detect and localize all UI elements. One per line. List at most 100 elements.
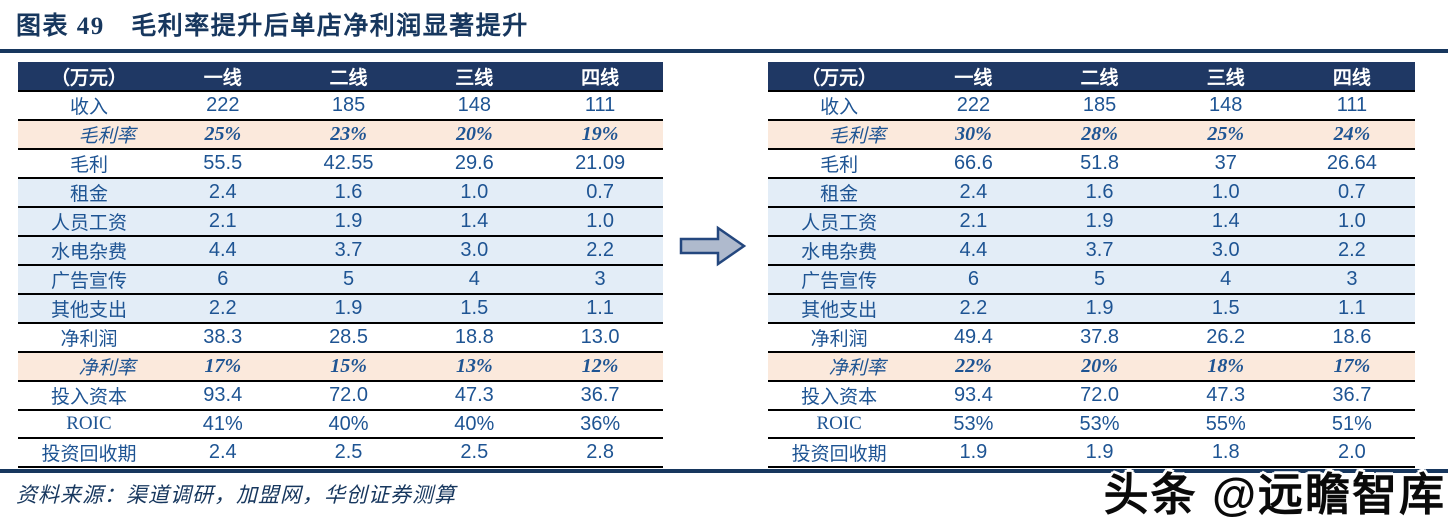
figure-title: 图表 49 毛利率提升后单店净利润显著提升 <box>16 13 529 40</box>
cell-value: 1.1 <box>1288 294 1415 324</box>
cell-value: 1.0 <box>1288 207 1415 237</box>
cell-value: 47.3 <box>411 381 538 411</box>
row-label: 投入资本 <box>768 381 911 411</box>
table-row: 毛利 66.6 51.8 37 26.64 <box>768 149 1415 179</box>
cell-value: 1.0 <box>1162 178 1289 208</box>
cell-value: 49.4 <box>910 323 1037 353</box>
cell-value: 17% <box>159 352 286 382</box>
cell-value: 25% <box>1162 120 1289 150</box>
cell-value: 36.7 <box>1288 381 1415 411</box>
header-row: （万元） 一线 二线 三线 四线 <box>768 62 1415 92</box>
table-row: 租金 2.4 1.6 1.0 0.7 <box>768 178 1415 208</box>
cell-value: 40% <box>411 410 538 440</box>
table-row: 其他支出 2.2 1.9 1.5 1.1 <box>18 294 663 324</box>
cell-value: 3 <box>537 265 663 295</box>
table-row: ROIC 53% 53% 55% 51% <box>768 410 1415 440</box>
cell-value: 29.6 <box>411 149 538 179</box>
row-label: 投资回收期 <box>768 438 911 469</box>
row-label: 净利润 <box>18 323 160 353</box>
table-row: 其他支出 2.2 1.9 1.5 1.1 <box>768 294 1415 324</box>
cell-value: 3 <box>1288 265 1415 295</box>
row-label: 毛利 <box>18 149 160 179</box>
cell-value: 24% <box>1288 120 1415 150</box>
cell-value: 185 <box>285 91 412 121</box>
cell-value: 185 <box>1036 91 1163 121</box>
cell-value: 1.0 <box>537 207 663 237</box>
row-label: 净利率 <box>768 352 911 382</box>
table-row: 广告宣传 6 5 4 3 <box>768 265 1415 295</box>
cell-value: 1.6 <box>285 178 412 208</box>
cell-value: 47.3 <box>1162 381 1289 411</box>
cell-value: 19% <box>537 120 663 150</box>
table-row: 租金 2.4 1.6 1.0 0.7 <box>18 178 663 208</box>
watermark-text: 头条 @远瞻智库 <box>1103 469 1446 520</box>
cell-value: 2.2 <box>537 236 663 266</box>
cell-value: 37.8 <box>1036 323 1163 353</box>
cell-value: 2.2 <box>1288 236 1415 266</box>
cell-value: 1.5 <box>411 294 538 324</box>
table-row: 水电杂费 4.4 3.7 3.0 2.2 <box>768 236 1415 266</box>
table-after-margin-increase: （万元） 一线 二线 三线 四线 收入 222 185 148 111 毛利率 30% 28% 25% 24… <box>768 62 1415 469</box>
cell-value: 25% <box>159 120 286 150</box>
cell-value: 2.8 <box>537 438 663 469</box>
cell-value: 20% <box>1036 352 1163 382</box>
cell-value: 222 <box>910 91 1037 121</box>
cell-value: 6 <box>910 265 1037 295</box>
column-header-cell: 四线 <box>1288 62 1415 92</box>
row-label: 收入 <box>768 91 911 121</box>
cell-value: 18.6 <box>1288 323 1415 353</box>
cell-value: 6 <box>159 265 286 295</box>
column-header-cell: 二线 <box>1036 62 1163 92</box>
cell-value: 28.5 <box>285 323 412 353</box>
cell-value: 42.55 <box>285 149 412 179</box>
row-label: 投入资本 <box>18 381 160 411</box>
cell-value: 55.5 <box>159 149 286 179</box>
row-label: 其他支出 <box>768 294 911 324</box>
cell-value: 148 <box>411 91 538 121</box>
cell-value: 2.5 <box>411 438 538 469</box>
cell-value: 41% <box>159 410 286 440</box>
cell-value: 2.0 <box>1288 438 1415 469</box>
cell-value: 1.6 <box>1036 178 1163 208</box>
cell-value: 15% <box>285 352 412 382</box>
cell-value: 37 <box>1162 149 1289 179</box>
table-row: 人员工资 2.1 1.9 1.4 1.0 <box>18 207 663 237</box>
cell-value: 1.0 <box>411 178 538 208</box>
table-row: 投入资本 93.4 72.0 47.3 36.7 <box>18 381 663 411</box>
cell-value: 111 <box>537 91 663 121</box>
table-row: ROIC 41% 40% 40% 36% <box>18 410 663 440</box>
table-row: 净利率 17% 15% 13% 12% <box>18 352 663 382</box>
cell-value: 18% <box>1162 352 1289 382</box>
cell-value: 23% <box>285 120 412 150</box>
row-label: 其他支出 <box>18 294 160 324</box>
row-label: 水电杂费 <box>768 236 911 266</box>
table-row: 投资回收期 1.9 1.9 1.8 2.0 <box>768 438 1415 469</box>
cell-value: 20% <box>411 120 538 150</box>
row-label: ROIC <box>18 410 160 440</box>
cell-value: 36.7 <box>537 381 663 411</box>
cell-value: 1.9 <box>1036 207 1163 237</box>
data-table: （万元） 一线 二线 三线 四线 收入 222 185 148 111 毛利率 25% 23% 20% 19… <box>18 62 663 469</box>
column-header-cell: 一线 <box>910 62 1037 92</box>
cell-value: 3.7 <box>285 236 412 266</box>
cell-value: 28% <box>1036 120 1163 150</box>
row-label: 毛利 <box>768 149 911 179</box>
table-row: 广告宣传 6 5 4 3 <box>18 265 663 295</box>
cell-value: 72.0 <box>1036 381 1163 411</box>
column-header-cell: 三线 <box>1162 62 1289 92</box>
cell-value: 1.4 <box>411 207 538 237</box>
cell-value: 2.4 <box>159 438 286 469</box>
row-label: 广告宣传 <box>18 265 160 295</box>
cell-value: 1.1 <box>537 294 663 324</box>
cell-value: 1.9 <box>285 207 412 237</box>
cell-value: 1.8 <box>1162 438 1289 469</box>
row-label: 水电杂费 <box>18 236 160 266</box>
row-label: 租金 <box>18 178 160 208</box>
cell-value: 55% <box>1162 410 1289 440</box>
row-label: ROIC <box>768 410 911 440</box>
cell-value: 36% <box>537 410 663 440</box>
table-row: 毛利率 30% 28% 25% 24% <box>768 120 1415 150</box>
cell-value: 51.8 <box>1036 149 1163 179</box>
cell-value: 4 <box>411 265 538 295</box>
